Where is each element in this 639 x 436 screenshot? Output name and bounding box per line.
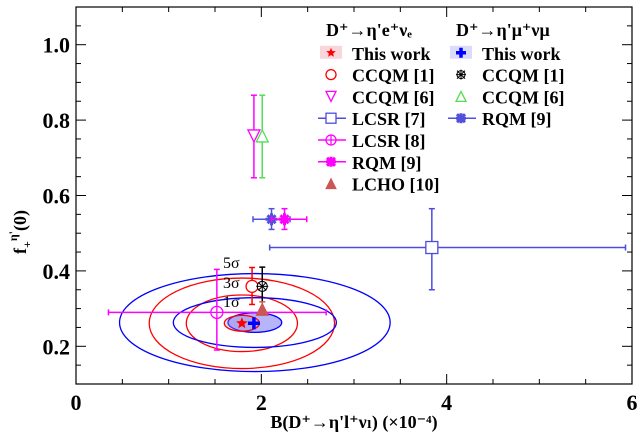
legend-label: This work (352, 44, 431, 64)
marker-circle-bar (325, 68, 337, 81)
legend-label: CCQM [1] (482, 66, 564, 86)
x-tick-label: 2 (256, 390, 267, 415)
data-point-4 (246, 94, 261, 179)
marker-asterisk (455, 113, 467, 124)
legend-item: LCSR [8] (318, 131, 426, 151)
x-tick-label: 0 (71, 390, 82, 415)
contour-mu-3sigma (172, 297, 338, 349)
y-tick-label: 0.4 (43, 259, 71, 284)
sigma-label: 5σ (223, 255, 240, 272)
y-tick-label: 1.0 (43, 33, 71, 58)
y-axis-title: f+η'(0) (6, 210, 34, 254)
marker-spoke-circle-spokes (256, 280, 269, 293)
marker-bold-plus (456, 47, 466, 58)
marker-square (325, 112, 337, 124)
x-tick-label: 6 (627, 390, 638, 415)
data-point-5 (255, 94, 270, 179)
x-tick-label: 4 (441, 390, 452, 415)
axes: 0 2 4 6 0.2 0.4 0.6 0.8 1.0 (43, 6, 638, 415)
legend-label: CCQM [6] (352, 87, 434, 107)
marker-circle-cross-cross (210, 306, 223, 319)
legend-label: This work (482, 44, 561, 64)
y-axis-title-tail: (0) (10, 210, 31, 231)
contour-e-5sigma (148, 277, 336, 370)
marker-triangle-up (255, 128, 270, 143)
marker-bold-plus (247, 317, 260, 330)
legend-item: CCQM [6] (324, 87, 434, 107)
legend-item: CCQM [1] (456, 66, 564, 86)
legend-label: LCSR [8] (352, 131, 426, 151)
x-axis-title: B(D⁺→η'l⁺νₗ) (×10⁻⁴) (270, 412, 437, 433)
legend-item: CCQM [1] (325, 66, 434, 86)
sigma-label: 3σ (223, 275, 240, 292)
data-point-0 (236, 317, 248, 329)
plot-area: 5σ 3σ 1σ (107, 94, 627, 373)
legend-label: RQM [9] (482, 109, 551, 129)
legend-label: LCSR [7] (352, 109, 426, 129)
marker-triangle-down (246, 129, 261, 144)
sigma-label: 1σ (223, 294, 240, 311)
contour-e-3sigma (185, 294, 299, 353)
y-tick-label: 0.6 (43, 184, 71, 209)
legend-label: RQM [9] (352, 153, 421, 173)
marker-triangle-down (324, 90, 338, 103)
legend-item: LCSR [7] (318, 109, 426, 129)
marker-asterisk (325, 156, 337, 167)
legend-item: CCQM [6] (454, 87, 564, 107)
legend-item: RQM [9] (448, 109, 551, 129)
marker-asterisk (278, 213, 291, 226)
y-tick-label: 0.2 (43, 334, 71, 359)
legend-label: CCQM [1] (352, 66, 434, 86)
y-axis-title-main: f (10, 247, 30, 254)
data-point-7 (107, 268, 327, 351)
data-point-6 (268, 207, 627, 291)
legend-item: This work (450, 44, 561, 64)
legend-item: This work (320, 44, 431, 64)
y-axis-title-sup: η' (6, 231, 20, 241)
legend-label: LCHO [10] (352, 175, 440, 195)
legend-label: CCQM [6] (482, 87, 564, 107)
legend-item: RQM [9] (318, 153, 421, 173)
marker-star (326, 47, 336, 57)
data-point-1 (247, 317, 260, 330)
contour-mu-5sigma (118, 272, 391, 373)
marker-triangle-filled (255, 302, 270, 316)
legend-title-electron: D⁺→η'e⁺νₑ (326, 20, 412, 40)
legend-item: LCHO [10] (325, 175, 440, 195)
y-tick-label: 0.8 (43, 108, 71, 133)
y-axis-title-sub: + (20, 241, 34, 248)
marker-triangle-up (454, 89, 468, 103)
data-point-10 (255, 301, 270, 316)
marker-triangle-filled (325, 177, 337, 190)
marker-star (236, 317, 248, 329)
legend-title-muon: D⁺→η'μ⁺νμ (456, 20, 550, 40)
marker-circle-cross-cross (326, 135, 336, 145)
marker-spoke-circle-spokes (456, 69, 466, 80)
marker-square (425, 240, 439, 255)
data-point-9 (270, 207, 308, 231)
